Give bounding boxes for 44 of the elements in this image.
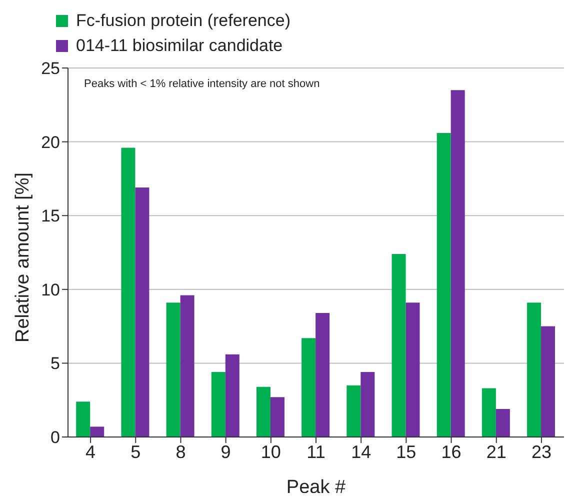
- y-tick-label: 20: [41, 132, 60, 152]
- annotation: Peaks with < 1% relative intensity are not shown: [84, 78, 320, 90]
- bar: [166, 302, 180, 437]
- y-tick-label: 25: [41, 59, 60, 78]
- bar: [360, 372, 375, 437]
- x-tick-label: 16: [441, 442, 462, 462]
- legend-label: Fc-fusion protein (reference): [75, 10, 290, 32]
- bar: [135, 188, 150, 437]
- bar: [76, 402, 90, 437]
- x-tick-label: 15: [396, 442, 416, 462]
- bar: [121, 148, 136, 437]
- bar: [256, 386, 270, 437]
- y-tick-label: 5: [50, 354, 60, 374]
- y-tick-label: 15: [41, 206, 60, 226]
- bar: [496, 408, 510, 437]
- x-tick-label: 10: [260, 442, 281, 462]
- bar: [270, 397, 284, 437]
- bar: [392, 254, 406, 437]
- bar: [316, 313, 330, 437]
- x-tick-label: 4: [86, 442, 96, 462]
- x-tick-label: 21: [486, 442, 506, 462]
- bar: [450, 90, 465, 437]
- y-axis-title: Relative amount [%]: [12, 172, 34, 342]
- x-tick-label: 8: [176, 442, 186, 462]
- legend-label: 014-11 biosimilar candidate: [75, 35, 283, 57]
- bar: [211, 372, 226, 437]
- y-tick-label: 0: [50, 428, 60, 448]
- x-tick-label: 5: [130, 442, 141, 462]
- x-tick-label: 9: [220, 442, 231, 462]
- y-tick-label: 10: [41, 280, 60, 300]
- x-tick-label: 14: [351, 442, 372, 462]
- bar: [541, 326, 556, 437]
- bar: [346, 385, 361, 437]
- bar: [527, 302, 542, 437]
- bar: [302, 338, 316, 437]
- bar: [436, 132, 451, 437]
- x-tick-label: 23: [531, 442, 552, 462]
- bar: [482, 388, 496, 437]
- bar: [180, 295, 194, 437]
- x-tick-label: 11: [306, 442, 326, 462]
- x-axis-title: Peak #: [286, 477, 346, 498]
- bar: [225, 354, 240, 437]
- bar: [90, 426, 104, 437]
- bar: [406, 302, 420, 437]
